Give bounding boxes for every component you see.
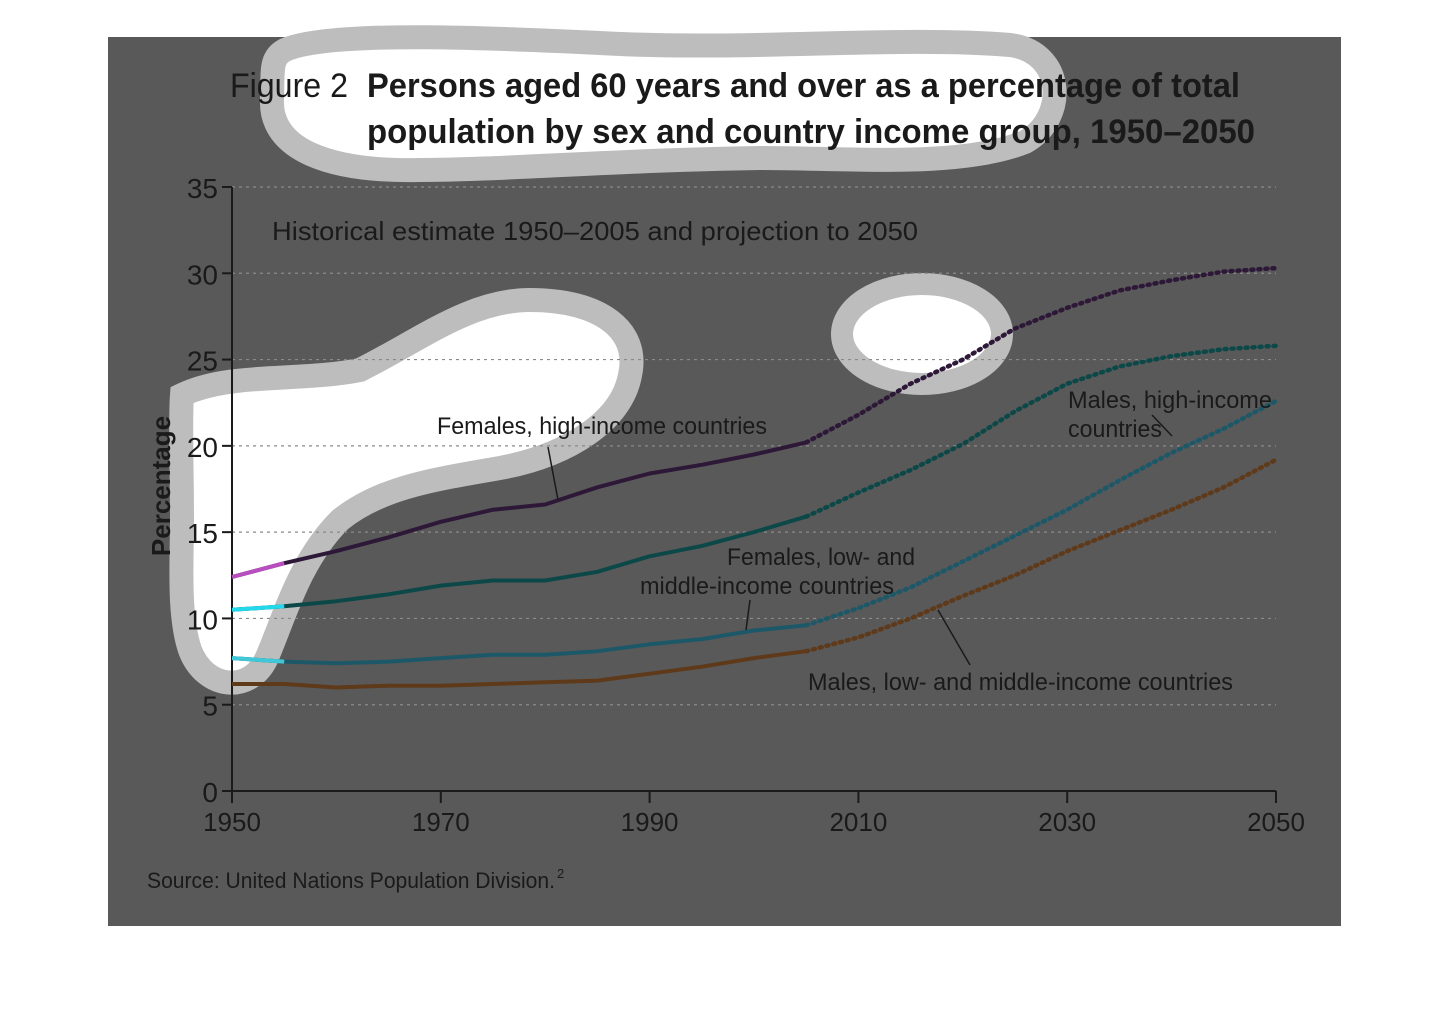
y-tick-label: 0: [202, 777, 218, 808]
gridlines: [232, 186, 1276, 706]
series-males_high: [231, 343, 1279, 612]
annotations: Females, high-income countries Males, hig…: [437, 387, 1272, 696]
annotation-label: countries: [1068, 416, 1162, 443]
figure-title-line-1: Persons aged 60 years and over as a perc…: [367, 67, 1240, 105]
annotation-males_low_mid: Males, low- and middle-income countries: [808, 609, 1233, 696]
source-note: Source: United Nations Population Divisi…: [147, 866, 564, 893]
annotation-label: Females, low- and: [727, 544, 915, 571]
y-tick-label: 35: [187, 173, 218, 204]
x-tick-label: 2030: [1038, 807, 1096, 837]
x-tick-label: 2050: [1247, 807, 1305, 837]
series-males_low_mid: [232, 457, 1279, 690]
source-text: Source: United Nations Population Divisi…: [147, 868, 555, 893]
series-line-historical: [231, 623, 807, 666]
x-tick-label: 2010: [829, 807, 887, 837]
annotation-females_high: Females, high-income countries: [437, 413, 767, 501]
series-line-projection: [803, 343, 1279, 519]
series-line-highlight: [231, 604, 285, 612]
annotation-label: Males, low- and middle-income countries: [808, 669, 1233, 696]
annotation-leader-line: [1151, 414, 1173, 437]
figure-title-line-2: population by sex and country income gro…: [367, 113, 1255, 151]
overlay-blob-top: [260, 25, 1067, 183]
series-line-highlight: [231, 561, 285, 579]
y-tick-label: 30: [187, 259, 218, 290]
x-tick-label: 1970: [412, 807, 470, 837]
series-line-historical: [231, 440, 807, 579]
y-axis-label: Percentage: [146, 416, 176, 556]
source-reference: 2: [557, 866, 564, 881]
series-line-projection: [803, 457, 1279, 654]
y-tick-label: 25: [187, 346, 218, 377]
figure-title: Figure 2 Persons aged 60 years and over …: [230, 67, 1255, 151]
y-tick-label: 15: [187, 518, 218, 549]
series-line-highlight: [231, 656, 285, 664]
series-line-projection: [803, 265, 1279, 445]
figure-label: Figure 2: [230, 67, 348, 105]
series-line-projection: [803, 398, 1279, 628]
annotation-label: Males, high-income: [1068, 387, 1272, 414]
y-tick-label: 5: [202, 691, 218, 722]
annotation-leader-line: [745, 599, 751, 631]
y-tick-label: 10: [187, 604, 218, 635]
axes: 0 5 10 15 20 25 30 35 1950 1970 1990 2010 2030 2050: [187, 173, 1305, 837]
x-tick-label: 1950: [203, 807, 261, 837]
series-line-historical: [231, 514, 807, 612]
x-tick-label: 1990: [621, 807, 679, 837]
series-females_high: [231, 265, 1279, 579]
annotation-leader-line: [937, 609, 971, 666]
y-tick-label: 20: [187, 432, 218, 463]
annotation-label: Females, high-income countries: [437, 413, 767, 440]
overlay-blob-left: [169, 287, 644, 695]
annotation-leader-line: [547, 446, 559, 501]
overlay-blob-right: [831, 273, 1013, 395]
overlay-blobs: [169, 25, 1067, 695]
chart-subtitle: Historical estimate 1950–2005 and projec…: [272, 216, 918, 246]
series-females_low_mid: [231, 398, 1279, 666]
annotation-label: middle-income countries: [640, 573, 894, 600]
series-group: [231, 265, 1279, 690]
series-line-historical: [232, 649, 807, 690]
